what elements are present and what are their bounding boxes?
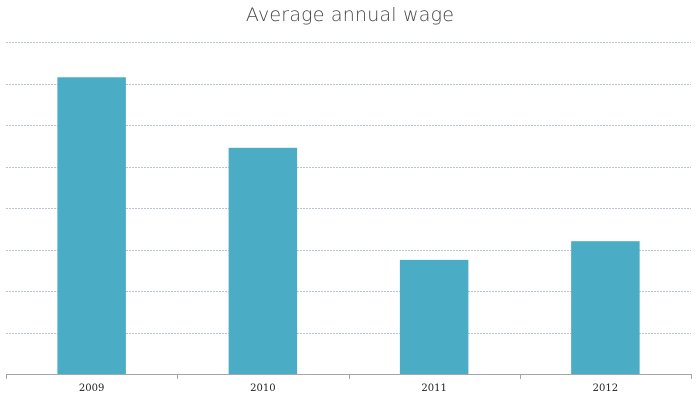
x-tick-label: 2011 bbox=[421, 383, 446, 394]
bar-2012 bbox=[571, 241, 640, 374]
x-axis: 2009 2010 2011 2012 bbox=[6, 374, 692, 394]
x-tick-label: 2010 bbox=[250, 383, 275, 394]
x-tick-label: 2012 bbox=[593, 383, 618, 394]
chart-title: Average annual wage bbox=[245, 4, 455, 26]
x-tick-label: 2009 bbox=[79, 383, 104, 394]
bar-2009 bbox=[57, 77, 126, 375]
bar-2011 bbox=[399, 259, 469, 375]
bars bbox=[57, 77, 640, 375]
bar-2010 bbox=[228, 147, 298, 374]
